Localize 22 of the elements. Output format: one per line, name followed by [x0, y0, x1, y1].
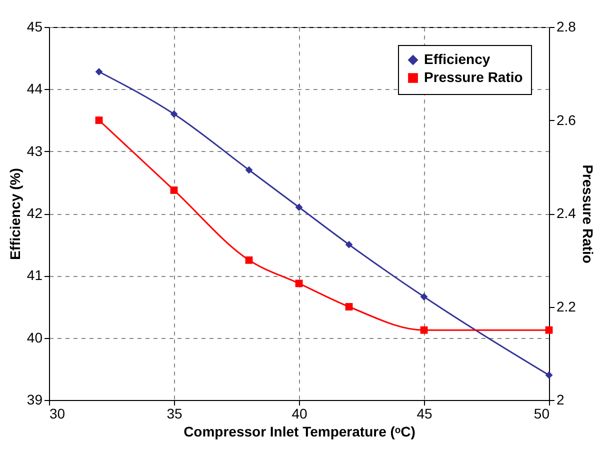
- y2-tick-label: 2: [556, 392, 564, 408]
- x-tick-label: 35: [166, 406, 182, 422]
- y-tick-label: 43: [26, 142, 43, 159]
- legend-label: Pressure Ratio: [424, 69, 523, 85]
- y-tick-label: 40: [26, 329, 43, 346]
- x-tick-label: 45: [416, 406, 432, 422]
- x-tick-label: 50: [534, 406, 550, 422]
- y2-tick-label: 2.8: [556, 18, 576, 34]
- x-tick-label: 30: [50, 406, 66, 422]
- y2-tick-label: 2.6: [556, 112, 576, 128]
- y-axis-title: Efficiency (%): [6, 168, 23, 260]
- y2-tick-label: 2.2: [556, 298, 576, 314]
- y-tick-label: 39: [26, 392, 43, 408]
- y-tick-label: 44: [26, 80, 43, 97]
- y2-axis-title: Pressure Ratio: [580, 164, 596, 264]
- y-tick-label: 42: [26, 205, 43, 221]
- legend-label: Efficiency: [424, 51, 490, 67]
- y2-tick-label: 2.4: [556, 205, 576, 221]
- x-tick-label: 40: [292, 406, 308, 422]
- y-tick-label: 45: [26, 18, 43, 34]
- y-tick-label: 41: [26, 267, 43, 284]
- x-axis-title: Compressor Inlet Temperature (ᵒC): [184, 424, 416, 440]
